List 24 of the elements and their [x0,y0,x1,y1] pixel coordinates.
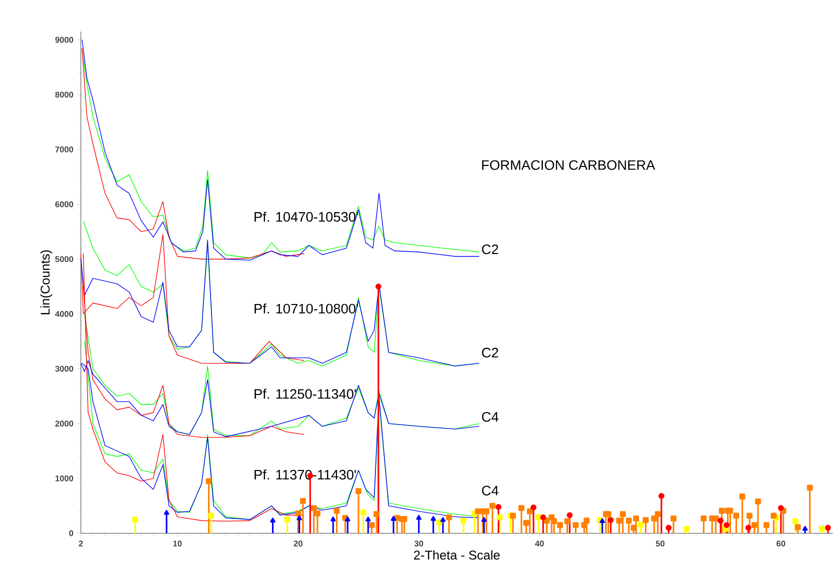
x-tick-label: 2 [78,540,83,546]
x-tick-label: 40 [535,540,544,547]
x-tick-label: 50 [656,540,664,547]
annotation: C2 [482,244,498,254]
y-tick-label: 8000 [55,92,74,98]
y-tick-label: 4000 [55,311,74,317]
y-axis-title: Lin(Counts) [40,250,52,314]
x-tick-label: 20 [294,540,302,547]
text: FORMACION CARBONERA [482,160,656,170]
y-tick-label: 3000 [55,366,74,372]
y-tick-label: 2000 [55,420,74,427]
y-tick-label: 1000 [56,476,74,482]
x-tick-label: 10 [173,540,182,547]
y-tick-label: 0 [69,530,74,536]
x-tick-label: 60 [776,540,786,547]
y-tick-label: 5000 [55,256,74,262]
annotation: C4 [482,412,498,422]
x-tick-label: 30 [414,540,424,547]
annotation: C4 [482,486,498,496]
y-tick-label: 7000 [55,146,74,152]
y-tick-label: 9000 [55,36,74,43]
y-tick-label: 6000 [55,201,74,208]
annotation: C2 [482,348,498,358]
x-axis-title: 2-Theta - Scale [414,550,500,560]
